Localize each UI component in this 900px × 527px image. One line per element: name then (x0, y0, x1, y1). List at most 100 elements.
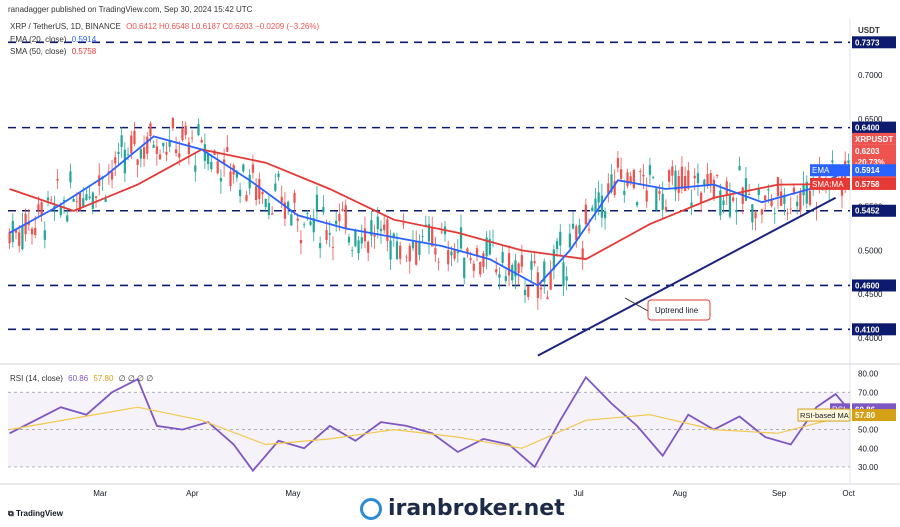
candle-body (543, 261, 546, 282)
candle-body (450, 251, 453, 256)
candle-body (591, 207, 594, 212)
candle-body (386, 219, 389, 241)
ema-legend[interactable]: EMA (20, close) 0.5914 (10, 35, 99, 44)
candle-body (575, 226, 578, 240)
last-price-tag-bg (852, 144, 896, 157)
rsi-tick-label: 50.00 (858, 426, 879, 435)
candle-body (271, 213, 274, 215)
candle-body (722, 200, 725, 205)
candle-body (117, 151, 120, 155)
candle-body (831, 160, 834, 163)
rsi-value: 60.86 (68, 374, 89, 383)
level-tag-label: 0.7373 (855, 38, 880, 47)
candle-body (395, 241, 399, 260)
level-tag (852, 36, 896, 49)
candle-body (277, 173, 280, 178)
candle-body (655, 188, 658, 211)
candle-body (680, 166, 684, 189)
candle-body (149, 123, 152, 137)
candle-body (693, 175, 696, 179)
sma-label: SMA (50, close) (10, 47, 67, 56)
candle-body (642, 174, 645, 177)
candle-body (796, 201, 799, 207)
candle-body (363, 228, 367, 242)
candle-body (248, 174, 251, 189)
candle-body (658, 191, 661, 194)
candle-body (421, 235, 424, 237)
time-tick-label: Jul (573, 489, 583, 498)
candle-body (472, 263, 475, 271)
candle-body (776, 177, 780, 196)
candle-body (780, 191, 783, 206)
candle-body (200, 140, 203, 143)
candle-body (594, 198, 597, 213)
candle-body (187, 142, 191, 154)
rsi-ma-value: 57.80 (93, 374, 114, 383)
level-tag (852, 121, 896, 134)
candle-body (174, 149, 178, 154)
candle-body (325, 230, 328, 240)
candle-body (661, 193, 664, 210)
level-tag-label: 0.5452 (855, 207, 880, 216)
candle-body (786, 213, 789, 215)
candle-body (235, 171, 239, 178)
annotation-box (647, 299, 711, 321)
candle-body (226, 147, 229, 152)
candle-body (190, 137, 194, 139)
candle-body (152, 144, 155, 148)
candle-body (555, 241, 559, 250)
candle-body (735, 209, 738, 213)
candle-body (254, 186, 258, 201)
candle-body (639, 171, 642, 172)
candle-body (603, 211, 607, 219)
rsi-ma-tag-label: RSI-based MA (800, 411, 849, 420)
candle-body (511, 265, 514, 281)
candle-body (437, 261, 440, 263)
symbol-tag: XRPUSDT (855, 135, 893, 144)
candle-body (242, 164, 245, 172)
candle-body (62, 199, 66, 202)
candle-body (434, 248, 437, 255)
candle-body (210, 161, 213, 170)
candle-body (206, 153, 210, 164)
candle-body (78, 192, 82, 211)
candle-body (607, 183, 610, 194)
rsi-tick-label: 30.00 (858, 463, 879, 472)
candle-body (171, 118, 174, 129)
rsi-legend[interactable]: RSI (14, close) 60.86 57.80 ∅ ∅ ∅ ∅ (10, 374, 156, 383)
symbol-name[interactable]: XRP / TetherUS, 1D, BINANCE (10, 22, 121, 31)
candle-body (130, 135, 133, 154)
candle-body (30, 228, 34, 235)
sma-tag: 0.5758 (855, 180, 880, 189)
candle-body (351, 250, 354, 251)
candle-body (126, 153, 130, 155)
candle-body (322, 207, 325, 213)
sma-tag-label: SMA:MA (812, 180, 844, 189)
candle-body (559, 231, 562, 246)
ema-tag-label-bg (810, 164, 850, 177)
price-tick-label: 0.4500 (858, 290, 883, 299)
candle-body (629, 176, 632, 184)
candle-body (85, 194, 88, 201)
candle-body (498, 274, 501, 278)
candle-body (88, 196, 91, 199)
candle-body (533, 261, 536, 264)
candle-body (389, 240, 392, 260)
candle-body (584, 204, 587, 225)
candle-body (309, 221, 312, 225)
candle-body (562, 262, 565, 287)
rsi-ma-tag-label-bg (797, 408, 851, 422)
candle-body (600, 195, 604, 218)
candle-body (818, 169, 821, 186)
candle-body (367, 241, 370, 253)
candle-body (162, 142, 165, 147)
candle-body (709, 173, 712, 186)
candle-body (37, 204, 40, 211)
candle-body (552, 249, 555, 270)
sma-legend[interactable]: SMA (50, close) 0.5758 (10, 47, 99, 56)
candle-body (728, 195, 732, 217)
uptrend-annotation: Uptrend line (624, 297, 711, 321)
tradingview-logo[interactable]: ⧉ TradingView (8, 509, 63, 519)
time-tick-label: Mar (93, 489, 107, 498)
candle-body (399, 245, 402, 259)
